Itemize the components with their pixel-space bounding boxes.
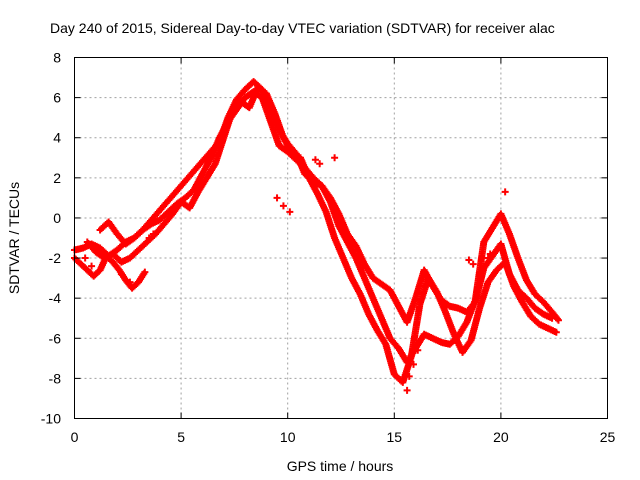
y-axis-label: SDTVAR / TECUs bbox=[6, 182, 22, 294]
data-point bbox=[149, 230, 157, 238]
data-point bbox=[331, 154, 339, 162]
x-tick-label: 5 bbox=[177, 429, 185, 445]
data-point bbox=[279, 202, 287, 210]
data-point bbox=[286, 208, 294, 216]
y-tick-label: 8 bbox=[53, 50, 61, 66]
y-tick-label: 0 bbox=[53, 210, 61, 226]
y-tick-label: -4 bbox=[49, 290, 62, 306]
data-point bbox=[552, 328, 560, 336]
series-track-d bbox=[96, 78, 556, 326]
data-point bbox=[465, 256, 473, 264]
series-fragments bbox=[81, 154, 509, 394]
y-tick-label: -8 bbox=[49, 370, 62, 386]
x-tick-label: 0 bbox=[71, 429, 79, 445]
data-point bbox=[311, 156, 319, 164]
data-point bbox=[141, 268, 149, 276]
x-tick-label: 10 bbox=[280, 429, 296, 445]
y-tick-label: 2 bbox=[53, 170, 61, 186]
y-tick-label: -6 bbox=[49, 330, 62, 346]
x-tick-label: 20 bbox=[493, 429, 509, 445]
data-point bbox=[403, 386, 411, 394]
data-point bbox=[126, 278, 134, 286]
data-point bbox=[88, 262, 96, 270]
x-tick-label: 25 bbox=[600, 429, 616, 445]
data-point bbox=[484, 254, 492, 262]
data-point bbox=[469, 260, 477, 268]
y-axis-ticks: -10 -8 -6 -4 -2 0 2 4 6 8 bbox=[41, 50, 608, 427]
data-point bbox=[405, 372, 413, 380]
data-point bbox=[273, 194, 281, 202]
plot-frame bbox=[74, 57, 608, 419]
data-point bbox=[548, 314, 556, 322]
data-points bbox=[71, 78, 562, 394]
y-tick-label: 6 bbox=[53, 90, 61, 106]
data-point bbox=[81, 254, 89, 262]
data-point bbox=[316, 160, 324, 168]
chart-title: Day 240 of 2015, Sidereal Day-to-day VTE… bbox=[50, 20, 555, 36]
data-point bbox=[414, 346, 422, 354]
x-axis-ticks: 0 5 10 15 20 25 bbox=[71, 57, 616, 445]
x-axis-label: GPS time / hours bbox=[287, 458, 394, 474]
x-tick-label: 15 bbox=[387, 429, 403, 445]
data-point bbox=[145, 234, 153, 242]
data-point bbox=[409, 360, 417, 368]
data-point bbox=[486, 250, 494, 258]
y-tick-label: -2 bbox=[49, 250, 62, 266]
data-point bbox=[501, 188, 509, 196]
y-tick-label: -10 bbox=[41, 411, 61, 427]
y-tick-label: 4 bbox=[53, 130, 61, 146]
data-point bbox=[117, 270, 125, 278]
data-point bbox=[554, 316, 562, 324]
